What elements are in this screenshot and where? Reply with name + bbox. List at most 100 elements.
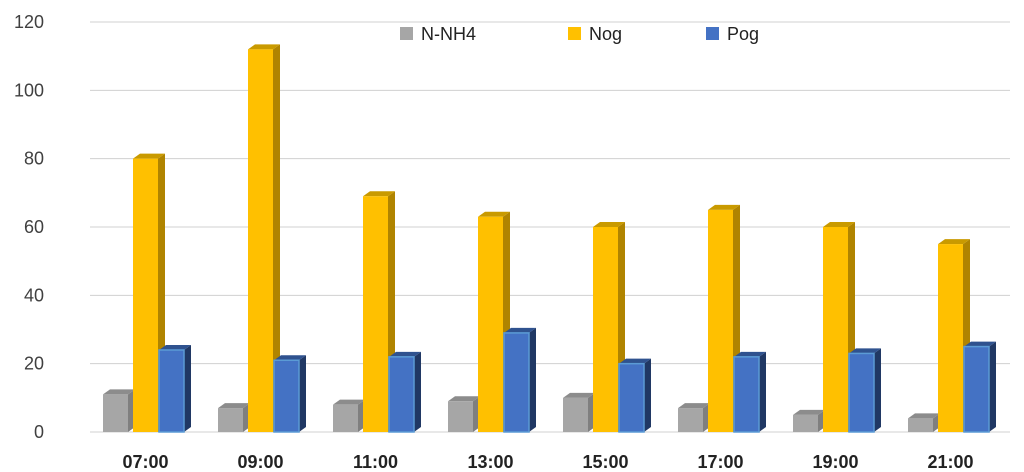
bar-top (849, 348, 881, 354)
bar-top (793, 409, 825, 415)
legend-label: N-NH4 (421, 24, 476, 44)
bar-nog-0700 (133, 153, 165, 432)
x-tick-label: 19:00 (812, 452, 858, 472)
bar-top (274, 355, 306, 361)
legend-swatch (568, 27, 581, 40)
bar-side (299, 355, 306, 432)
y-tick-label: 60 (24, 217, 44, 237)
legend-label: Nog (589, 24, 622, 44)
bar-front (388, 356, 415, 433)
x-tick-label: 09:00 (237, 452, 283, 472)
bar-n-nh4-1500 (563, 392, 595, 432)
bar-front (218, 408, 243, 432)
bar-front (448, 401, 473, 432)
bar-front (618, 362, 645, 433)
y-tick-label: 40 (24, 285, 44, 305)
bar-front (273, 359, 300, 433)
bar-nog-0900 (248, 44, 280, 432)
bar-pog-1700 (733, 351, 766, 433)
x-tick-label: 17:00 (697, 452, 743, 472)
legend-swatch (400, 27, 413, 40)
y-tick-label: 20 (24, 354, 44, 374)
bar-top (678, 403, 710, 409)
bar-side (529, 327, 536, 432)
legend-label: Pog (727, 24, 759, 44)
bar-top (448, 396, 480, 402)
bar-front (848, 352, 875, 433)
bar-pog-1900 (848, 348, 881, 433)
bar-pog-1100 (388, 351, 421, 433)
x-axis: 07:00 09:00 11:00 13:00 15:00 17:00 19:00 21:00 (122, 452, 973, 472)
bar-pog-1500 (618, 358, 651, 433)
bar-nog-1500 (593, 222, 625, 432)
y-tick-label: 120 (14, 12, 44, 32)
bar-front (678, 408, 703, 432)
bar-top (504, 327, 536, 333)
bar-front (793, 414, 818, 432)
bar-top (389, 351, 421, 357)
bar-top (333, 399, 365, 405)
bar-front (133, 158, 158, 432)
bar-n-nh4-2100 (908, 413, 940, 432)
bar-nog-1100 (363, 191, 395, 432)
legend-item: Nog (568, 24, 622, 44)
bar-front (963, 345, 990, 433)
bar-top (103, 389, 135, 395)
bar-pog-0900 (273, 355, 306, 433)
bar-side (414, 351, 421, 432)
bar-side (184, 345, 191, 432)
bar-front (908, 418, 933, 432)
bar-front (823, 227, 848, 432)
x-tick-label: 07:00 (122, 452, 168, 472)
bar-top (619, 358, 651, 364)
bar-top (478, 211, 510, 217)
bar-front (333, 404, 358, 432)
bar-pog-0700 (158, 345, 191, 433)
bar-front (478, 216, 503, 432)
bar-n-nh4-1900 (793, 409, 825, 432)
bar-top (708, 204, 740, 210)
bar-top (133, 153, 165, 159)
bar-top (363, 191, 395, 197)
bar-top (218, 403, 250, 409)
bar-n-nh4-0900 (218, 403, 250, 432)
x-tick-label: 15:00 (582, 452, 628, 472)
x-tick-label: 21:00 (927, 452, 973, 472)
legend-swatch (706, 27, 719, 40)
y-tick-label: 100 (14, 80, 44, 100)
bar-side (644, 358, 651, 432)
bar-top (734, 351, 766, 357)
bar-top (563, 392, 595, 398)
bar-front (733, 356, 760, 433)
bar-side (989, 341, 996, 432)
bar-top (159, 345, 191, 350)
bar-front (363, 196, 388, 432)
y-axis: 0 20 40 60 80 100 120 (14, 12, 44, 442)
bar-top (248, 44, 280, 50)
bar-front (103, 394, 128, 432)
gridlines (90, 21, 1010, 433)
bar-nog-1900 (823, 222, 855, 432)
bar-top (823, 222, 855, 227)
bar-front (563, 397, 588, 432)
bar-n-nh4-0700 (103, 389, 135, 432)
legend-item: Pog (706, 24, 759, 44)
bar-front (503, 332, 530, 433)
bar-n-nh4-1100 (333, 399, 365, 432)
x-tick-label: 11:00 (353, 452, 398, 472)
y-tick-label: 80 (24, 149, 44, 169)
bar-front (593, 227, 618, 432)
bar-top (964, 341, 996, 347)
bar-pog-1300 (503, 327, 536, 433)
bar-side (273, 44, 280, 432)
y-tick-label: 0 (34, 422, 44, 442)
x-tick-label: 13:00 (467, 452, 513, 472)
bar-front (158, 349, 185, 433)
legend-item: N-NH4 (400, 24, 476, 44)
bars (103, 44, 996, 433)
bar-front (248, 49, 273, 432)
bar-top (938, 239, 970, 245)
bar-front (938, 244, 963, 432)
bar-n-nh4-1700 (678, 403, 710, 432)
